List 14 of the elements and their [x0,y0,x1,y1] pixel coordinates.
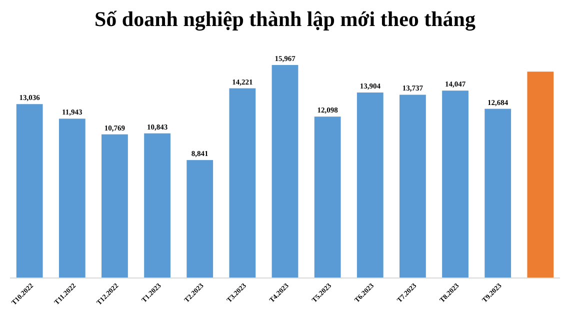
bar [58,118,86,278]
bar [484,108,512,278]
bar [186,160,214,278]
bar [102,134,128,278]
bar [144,133,170,278]
bar [272,65,298,278]
bar [400,94,426,278]
chart-title: Số doanh nghiệp thành lập mới theo tháng [94,7,476,31]
bar [16,104,43,278]
bar [527,72,554,278]
bar [442,90,468,278]
bar [356,92,384,278]
bar [229,88,256,278]
bar [314,116,341,278]
